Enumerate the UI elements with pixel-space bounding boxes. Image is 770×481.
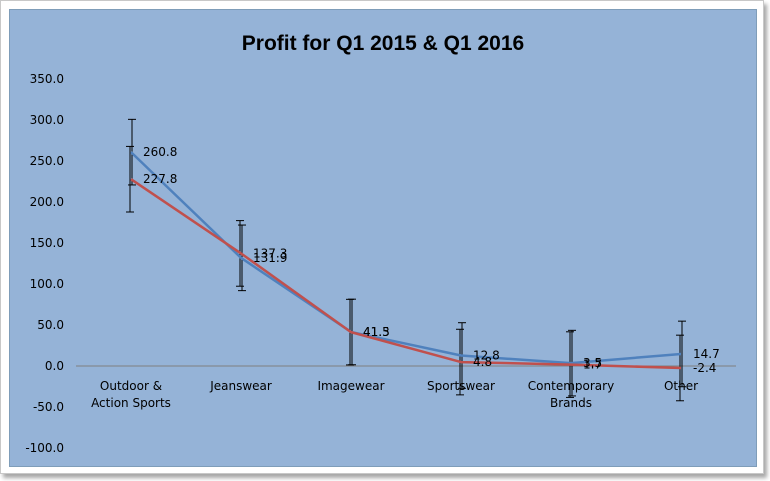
y-tick-label: 100.0 — [30, 277, 64, 291]
x-tick-label: Imagewear — [317, 379, 384, 393]
data-label: 41.3 — [363, 325, 390, 339]
data-label: 14.7 — [693, 347, 720, 361]
y-tick-label: 350.0 — [30, 72, 64, 86]
series-lines — [130, 151, 682, 370]
data-label: 4.8 — [473, 355, 492, 369]
y-tick-label: -50.0 — [33, 400, 64, 414]
y-tick-label: -100.0 — [25, 441, 64, 455]
chart-title: Profit for Q1 2015 & Q1 2016 — [242, 32, 524, 55]
y-tick-label: 200.0 — [30, 195, 64, 209]
x-tick-label: Sportswear — [427, 379, 495, 393]
x-tick-label: Jeanswear — [209, 379, 272, 393]
data-label: 137.3 — [253, 246, 287, 260]
y-tick-label: 0.0 — [45, 359, 64, 373]
line-chart: Profit for Q1 2015 & Q1 2016 350.0 300.0 2… — [25, 32, 736, 455]
series-line-2 — [130, 178, 682, 370]
y-tick-label: 50.0 — [37, 318, 64, 332]
data-label: 1.7 — [583, 358, 602, 372]
y-axis: 350.0 300.0 250.0 200.0 150.0 100.0 50.0 0.0 -50… — [25, 72, 64, 455]
y-tick-label: 300.0 — [30, 113, 64, 127]
data-labels: 260.8 131.9 41.5 12.8 3.5 14.7 227.8 137.3 41.3 4… — [143, 145, 720, 375]
data-label: -2.4 — [693, 361, 716, 375]
x-tick-label: Contemporary Brands — [528, 379, 614, 410]
series-line-1 — [130, 151, 682, 365]
chart-area: Profit for Q1 2015 & Q1 2016 350.0 300.0 2… — [9, 9, 757, 467]
x-axis: Outdoor & Action Sports Jeanswear Imagewear… — [76, 365, 736, 410]
data-label: 260.8 — [143, 145, 177, 159]
data-label: 12.8 — [473, 349, 500, 363]
data-label: 41.5 — [363, 325, 390, 339]
y-tick-label: 250.0 — [30, 154, 64, 168]
chart-frame: Profit for Q1 2015 & Q1 2016 350.0 300.0 2… — [0, 0, 764, 474]
data-label: 131.9 — [253, 251, 287, 265]
data-label: 3.5 — [583, 356, 602, 370]
x-tick-label: Outdoor & Action Sports — [91, 379, 171, 410]
y-tick-label: 150.0 — [30, 236, 64, 250]
x-tick-label: Other — [664, 379, 698, 393]
data-label: 227.8 — [143, 172, 177, 186]
